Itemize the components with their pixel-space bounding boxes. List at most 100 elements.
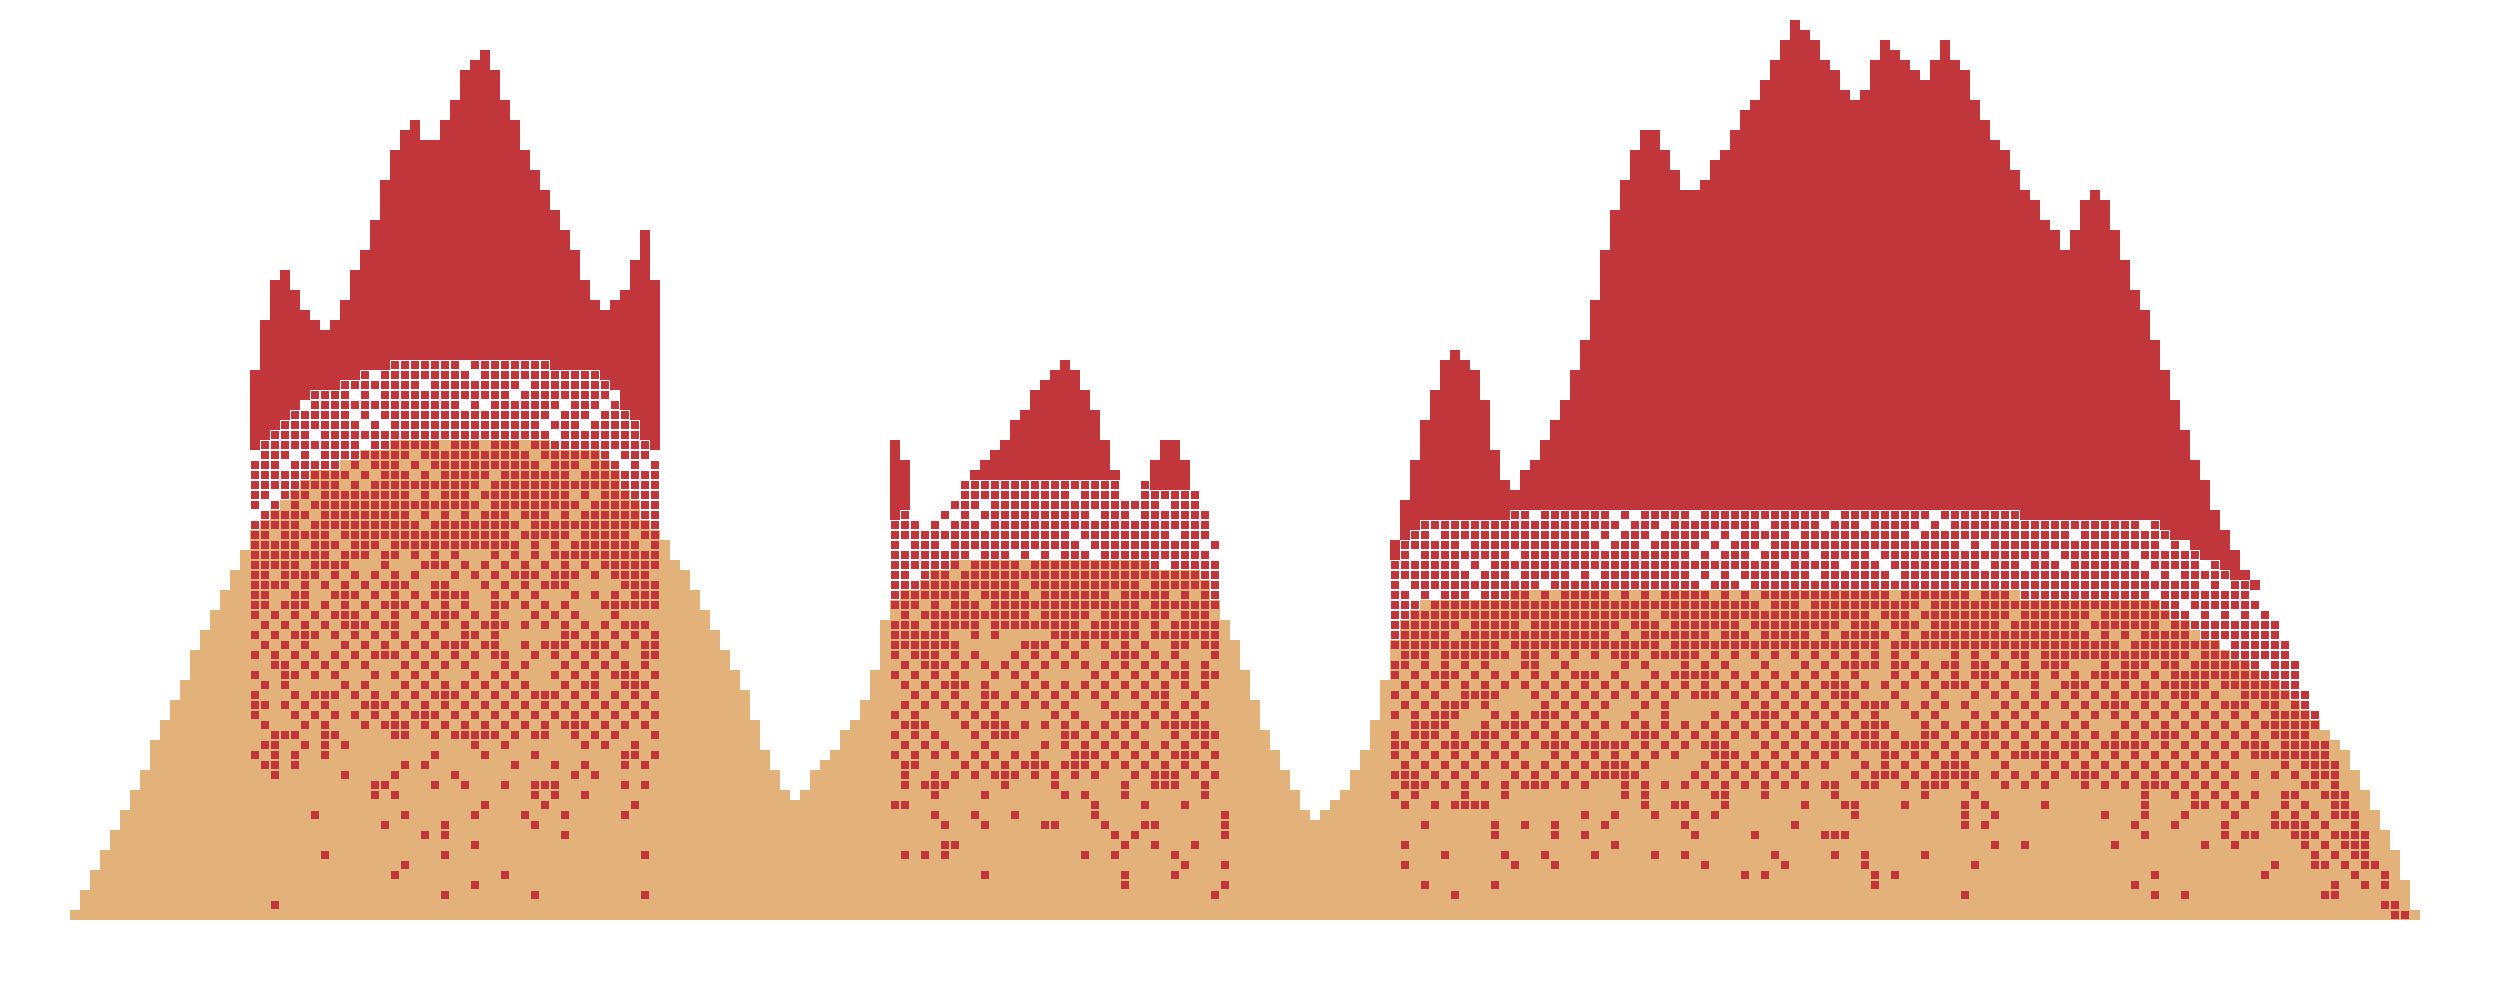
dither-cell — [2201, 681, 2209, 689]
dither-cell — [1521, 591, 1529, 599]
dither-cell — [521, 371, 529, 379]
dither-cell — [1181, 751, 1189, 759]
dither-cell — [1781, 641, 1789, 649]
dither-cell — [2131, 541, 2139, 549]
dither-cell — [1081, 741, 1089, 749]
dither-cell — [1651, 631, 1659, 639]
dither-cell — [1051, 611, 1059, 619]
sand-column — [1860, 590, 1870, 920]
sand-column — [1170, 570, 1180, 920]
dither-cell — [1621, 721, 1629, 729]
dither-cell — [1651, 601, 1659, 609]
dither-cell — [1611, 761, 1619, 769]
dither-cell — [341, 581, 349, 589]
dither-cell — [1101, 531, 1109, 539]
dither-cell — [1561, 551, 1569, 559]
dither-cell — [1991, 841, 1999, 849]
dither-cell — [1961, 531, 1969, 539]
dither-cell — [1481, 681, 1489, 689]
dither-cell — [321, 731, 329, 739]
dither-cell — [491, 411, 499, 419]
dither-cell — [1421, 551, 1429, 559]
dither-cell — [1471, 621, 1479, 629]
dither-cell — [1171, 641, 1179, 649]
sand-column — [120, 810, 130, 920]
dither-cell — [971, 481, 979, 489]
dither-cell — [1401, 681, 1409, 689]
dither-cell — [2071, 571, 2079, 579]
dither-cell — [1181, 861, 1189, 869]
dither-cell — [961, 511, 969, 519]
dither-cell — [1411, 781, 1419, 789]
dither-cell — [511, 521, 519, 529]
dither-cell — [1621, 651, 1629, 659]
dither-cell — [431, 461, 439, 469]
dither-cell — [2011, 551, 2019, 559]
dither-cell — [1201, 641, 1209, 649]
dither-cell — [1111, 521, 1119, 529]
dither-cell — [331, 541, 339, 549]
sand-column — [110, 830, 120, 920]
dither-cell — [481, 521, 489, 529]
dither-cell — [1751, 691, 1759, 699]
dither-cell — [641, 551, 649, 559]
dither-cell — [501, 501, 509, 509]
dither-cell — [321, 581, 329, 589]
dither-cell — [1221, 821, 1229, 829]
dither-cell — [1011, 611, 1019, 619]
dither-cell — [2221, 681, 2229, 689]
dither-cell — [331, 501, 339, 509]
dither-cell — [1151, 591, 1159, 599]
dither-cell — [1831, 681, 1839, 689]
dither-cell — [1091, 731, 1099, 739]
dither-cell — [1691, 561, 1699, 569]
peak-column — [650, 280, 660, 450]
dither-cell — [2071, 651, 2079, 659]
dither-cell — [1131, 631, 1139, 639]
dither-cell — [1061, 501, 1069, 509]
dither-cell — [1631, 601, 1639, 609]
dither-cell — [461, 391, 469, 399]
dither-cell — [611, 611, 619, 619]
dither-cell — [2261, 751, 2269, 759]
dither-cell — [321, 421, 329, 429]
peak-column — [250, 370, 260, 450]
sand-column — [1470, 600, 1480, 920]
dither-cell — [1551, 731, 1559, 739]
peak-column — [1730, 130, 1740, 510]
dither-cell — [1971, 541, 1979, 549]
dither-cell — [2001, 721, 2009, 729]
dither-cell — [2271, 671, 2279, 679]
dither-cell — [2231, 791, 2239, 799]
dither-cell — [2061, 761, 2069, 769]
dither-cell — [1171, 651, 1179, 659]
dither-cell — [1501, 521, 1509, 529]
dither-cell — [1771, 771, 1779, 779]
dither-cell — [421, 471, 429, 479]
dither-cell — [1711, 541, 1719, 549]
dither-cell — [1961, 631, 1969, 639]
dither-cell — [1801, 701, 1809, 709]
dither-cell — [2031, 711, 2039, 719]
dither-cell — [1921, 641, 1929, 649]
dither-cell — [921, 581, 929, 589]
dither-cell — [1721, 801, 1729, 809]
dither-cell — [891, 711, 899, 719]
dither-cell — [541, 441, 549, 449]
dither-cell — [451, 361, 459, 369]
dither-cell — [1061, 591, 1069, 599]
dither-cell — [1151, 671, 1159, 679]
dither-cell — [1561, 701, 1569, 709]
dither-cell — [521, 391, 529, 399]
dither-cell — [2271, 701, 2279, 709]
dither-cell — [551, 791, 559, 799]
dither-cell — [441, 581, 449, 589]
dither-cell — [1111, 571, 1119, 579]
peak-column — [1770, 60, 1780, 510]
dither-cell — [2031, 581, 2039, 589]
dither-cell — [1401, 601, 1409, 609]
dither-cell — [1661, 741, 1669, 749]
dither-cell — [1191, 581, 1199, 589]
dither-cell — [931, 661, 939, 669]
dither-cell — [1051, 481, 1059, 489]
